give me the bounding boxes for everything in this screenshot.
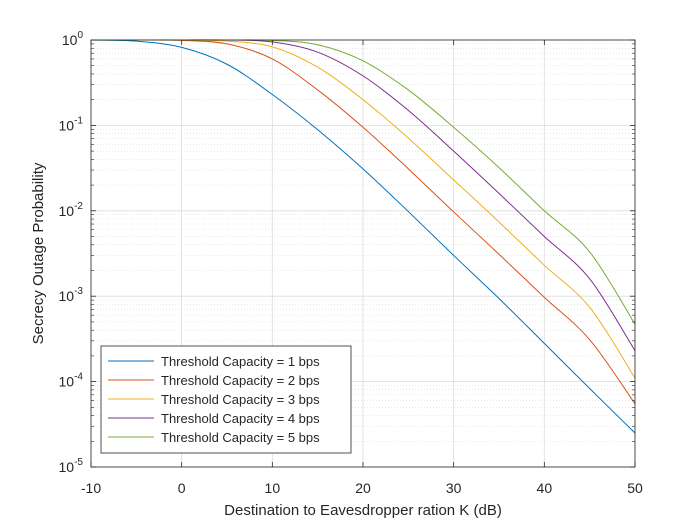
- legend-entry: Threshold Capacity = 3 bps: [161, 392, 320, 407]
- legend-entry: Threshold Capacity = 1 bps: [161, 354, 320, 369]
- y-tick-label: 10-2: [59, 201, 84, 219]
- x-tick-label: 30: [446, 480, 462, 496]
- x-tick-label: 50: [627, 480, 643, 496]
- x-tick-label: 10: [265, 480, 281, 496]
- x-tick-label: 0: [178, 480, 186, 496]
- y-tick-label: 10-4: [59, 372, 84, 390]
- legend-entry: Threshold Capacity = 2 bps: [161, 373, 320, 388]
- x-tick-labels: -10 0 10 20 30 40 50: [81, 480, 643, 496]
- series-line-1: [90, 39, 636, 434]
- x-tick-label: -10: [81, 480, 101, 496]
- legend-entry: Threshold Capacity = 5 bps: [161, 430, 320, 445]
- y-axis-label: Secrecy Outage Probability: [30, 162, 47, 344]
- y-tick-label: 100: [62, 30, 84, 48]
- axis-ticks: [90, 39, 636, 468]
- legend-box: [100, 345, 352, 454]
- x-tick-label: 40: [537, 480, 553, 496]
- y-tick-label: 10-3: [59, 286, 84, 304]
- y-tick-label: 10-1: [59, 115, 84, 133]
- x-axis-label: Destination to Eavesdropper ration K (dB…: [224, 502, 502, 519]
- legend-entry: Threshold Capacity = 4 bps: [161, 411, 320, 426]
- legend: Threshold Capacity = 1 bps Threshold Capa…: [100, 345, 352, 454]
- x-tick-label: 20: [355, 480, 371, 496]
- y-tick-labels: 10-5 10-4 10-3 10-2 10-1 100: [59, 30, 84, 475]
- y-tick-label: 10-5: [59, 457, 84, 475]
